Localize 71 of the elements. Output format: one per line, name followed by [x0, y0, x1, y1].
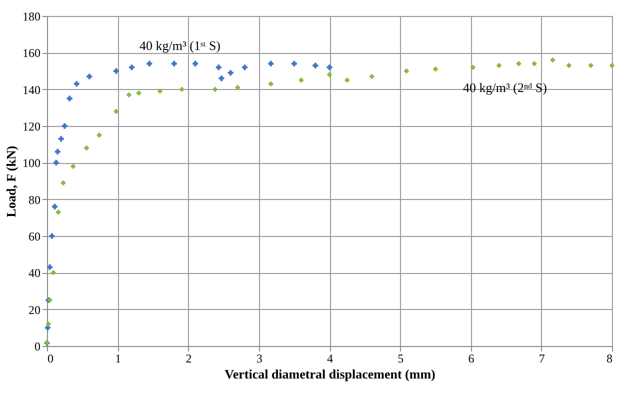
point	[532, 60, 538, 66]
point	[146, 60, 152, 66]
point	[62, 123, 68, 129]
point	[113, 68, 119, 74]
point	[344, 77, 350, 83]
y-tick-label: 120	[22, 120, 40, 134]
point	[216, 64, 222, 70]
point	[192, 60, 198, 66]
y-tick-label: 60	[28, 230, 40, 244]
point	[218, 76, 224, 82]
x-tick-label: 2	[186, 352, 192, 366]
point	[53, 160, 59, 166]
x-tick-label: 1	[115, 352, 122, 366]
y-tick-label: 80	[28, 192, 40, 207]
point	[609, 62, 615, 68]
y-tick-label: 100	[22, 156, 40, 170]
y-tick-label: 0	[34, 340, 40, 354]
point	[404, 68, 410, 74]
point	[50, 270, 56, 276]
point	[326, 72, 332, 78]
point	[60, 180, 66, 186]
point	[470, 64, 476, 70]
point	[228, 70, 234, 76]
x-tick-label: 6	[468, 352, 474, 366]
point	[369, 74, 375, 80]
point	[566, 62, 572, 68]
point	[46, 321, 52, 327]
y-tick-label: 160	[22, 46, 40, 60]
point	[136, 90, 142, 96]
annotation: 40 kg/m³ (2ⁿᵈ S)	[463, 80, 547, 95]
point	[56, 209, 62, 215]
point	[52, 204, 58, 210]
annotation: 40 kg/m³ (1ˢᵗ S)	[139, 38, 221, 53]
x-axis-title: Vertical diametral displacement (mm)	[224, 366, 436, 382]
point	[70, 164, 76, 170]
point	[113, 108, 119, 114]
point	[242, 64, 248, 70]
point	[212, 86, 218, 92]
point	[171, 60, 177, 66]
point	[157, 88, 163, 94]
point	[126, 92, 132, 98]
x-tick-label: 0	[48, 352, 54, 366]
point	[516, 60, 522, 66]
x-tick-label: 5	[398, 352, 404, 366]
point	[234, 84, 240, 90]
point	[291, 60, 297, 66]
point	[96, 132, 102, 138]
point	[298, 77, 304, 83]
y-tick-label: 40	[28, 266, 40, 280]
point	[588, 62, 594, 68]
point	[268, 60, 274, 66]
x-tick-label: 7	[538, 352, 545, 366]
point	[54, 148, 60, 154]
point	[432, 66, 438, 72]
y-tick-label: 180	[22, 10, 40, 24]
point	[58, 136, 64, 142]
y-axis-title: Load, F (kN)	[4, 146, 18, 218]
point	[179, 86, 185, 92]
x-tick-label: 8	[606, 352, 612, 366]
y-tick-label: 20	[28, 302, 40, 317]
x-tick-label: 4	[327, 352, 333, 366]
point	[326, 64, 332, 70]
point	[496, 62, 502, 68]
point	[74, 81, 80, 87]
y-tick-label: 140	[22, 82, 40, 97]
x-tick-label: 3	[256, 352, 262, 366]
point	[268, 81, 274, 87]
point	[129, 64, 134, 70]
point	[550, 57, 556, 63]
point	[84, 145, 90, 151]
point	[47, 264, 53, 270]
